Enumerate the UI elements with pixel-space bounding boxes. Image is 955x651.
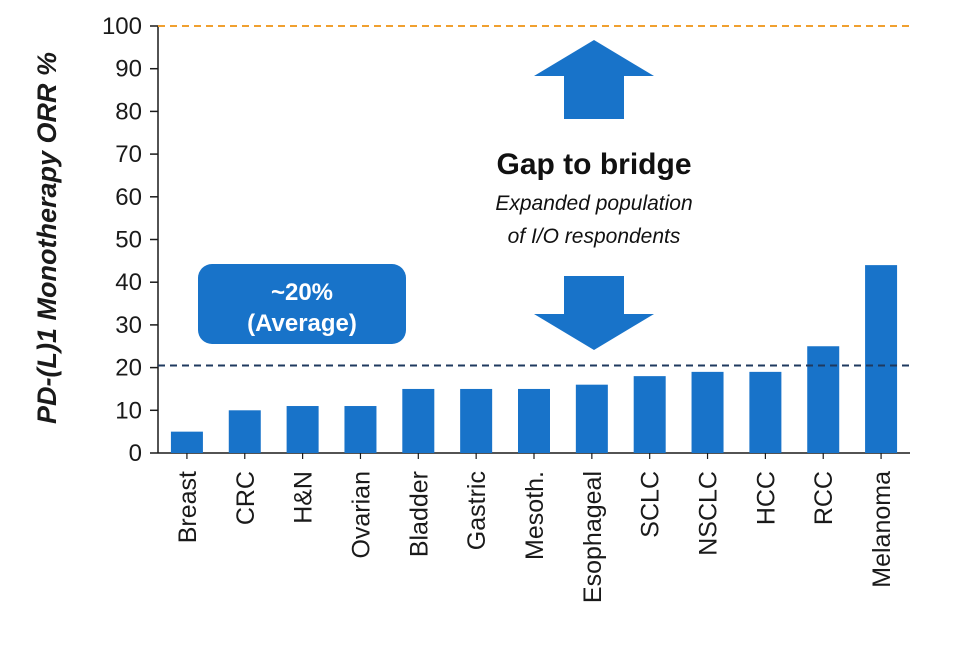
x-category-label: Gastric [463,471,491,550]
x-category-label: RCC [810,471,838,525]
x-category-label: NSCLC [695,471,723,556]
bar-hcc [749,371,782,453]
bar-melanoma [865,265,898,453]
y-tick-label: 10 [115,397,142,424]
down-arrow-icon [534,276,654,350]
bar-bladder [402,388,435,453]
x-category-label: Melanoma [868,471,896,588]
y-tick-label: 20 [115,355,142,382]
x-category-label: SCLC [637,471,665,538]
gap-subtitle-line1: Expanded population [495,192,692,215]
y-tick-label: 60 [115,184,142,211]
x-axis-labels: Breast CRC H&N Ovarian Bladder Gastric Mesoth.… [174,453,896,603]
average-badge [198,264,406,344]
bar-gastric [460,388,493,453]
y-tick-label: 80 [115,98,142,125]
x-category-label: Breast [174,471,202,543]
x-category-label: H&N [290,471,318,524]
y-tick-label: 100 [102,13,142,40]
x-category-label: Mesoth. [521,471,549,560]
x-category-label: Esophageal [579,471,607,603]
x-category-label: Bladder [405,471,433,557]
gap-subtitle-line2: of I/O respondents [508,225,681,248]
gap-to-bridge-title: Gap to bridge [497,148,692,181]
y-axis-label: PD-(L)1 Monotherapy ORR % [32,52,62,424]
bar-crc [228,410,261,453]
x-category-label: CRC [232,471,260,525]
y-tick-label: 0 [129,440,142,467]
bar-nsclc [691,371,724,453]
y-tick-label: 50 [115,227,142,254]
bar-ovarian [344,406,377,453]
bar-sclc [633,376,666,453]
bar-h-n [286,406,319,453]
average-badge-value: ~20% [271,279,333,306]
x-category-label: Ovarian [347,471,375,559]
y-tick-label: 70 [115,141,142,168]
average-badge-caption: (Average) [247,310,357,337]
x-category-label: HCC [752,471,780,525]
bar-esophageal [575,384,608,453]
bar-rcc [807,346,840,453]
y-axis: 0 10 20 30 40 50 60 70 80 90 100 [102,13,910,467]
bar-mesoth- [518,388,550,453]
y-tick-label: 40 [115,269,142,296]
bars-group [170,265,898,453]
y-tick-label: 90 [115,56,142,83]
y-tick-label: 30 [115,312,142,339]
bar-breast [170,431,203,453]
up-arrow-icon [534,40,654,119]
